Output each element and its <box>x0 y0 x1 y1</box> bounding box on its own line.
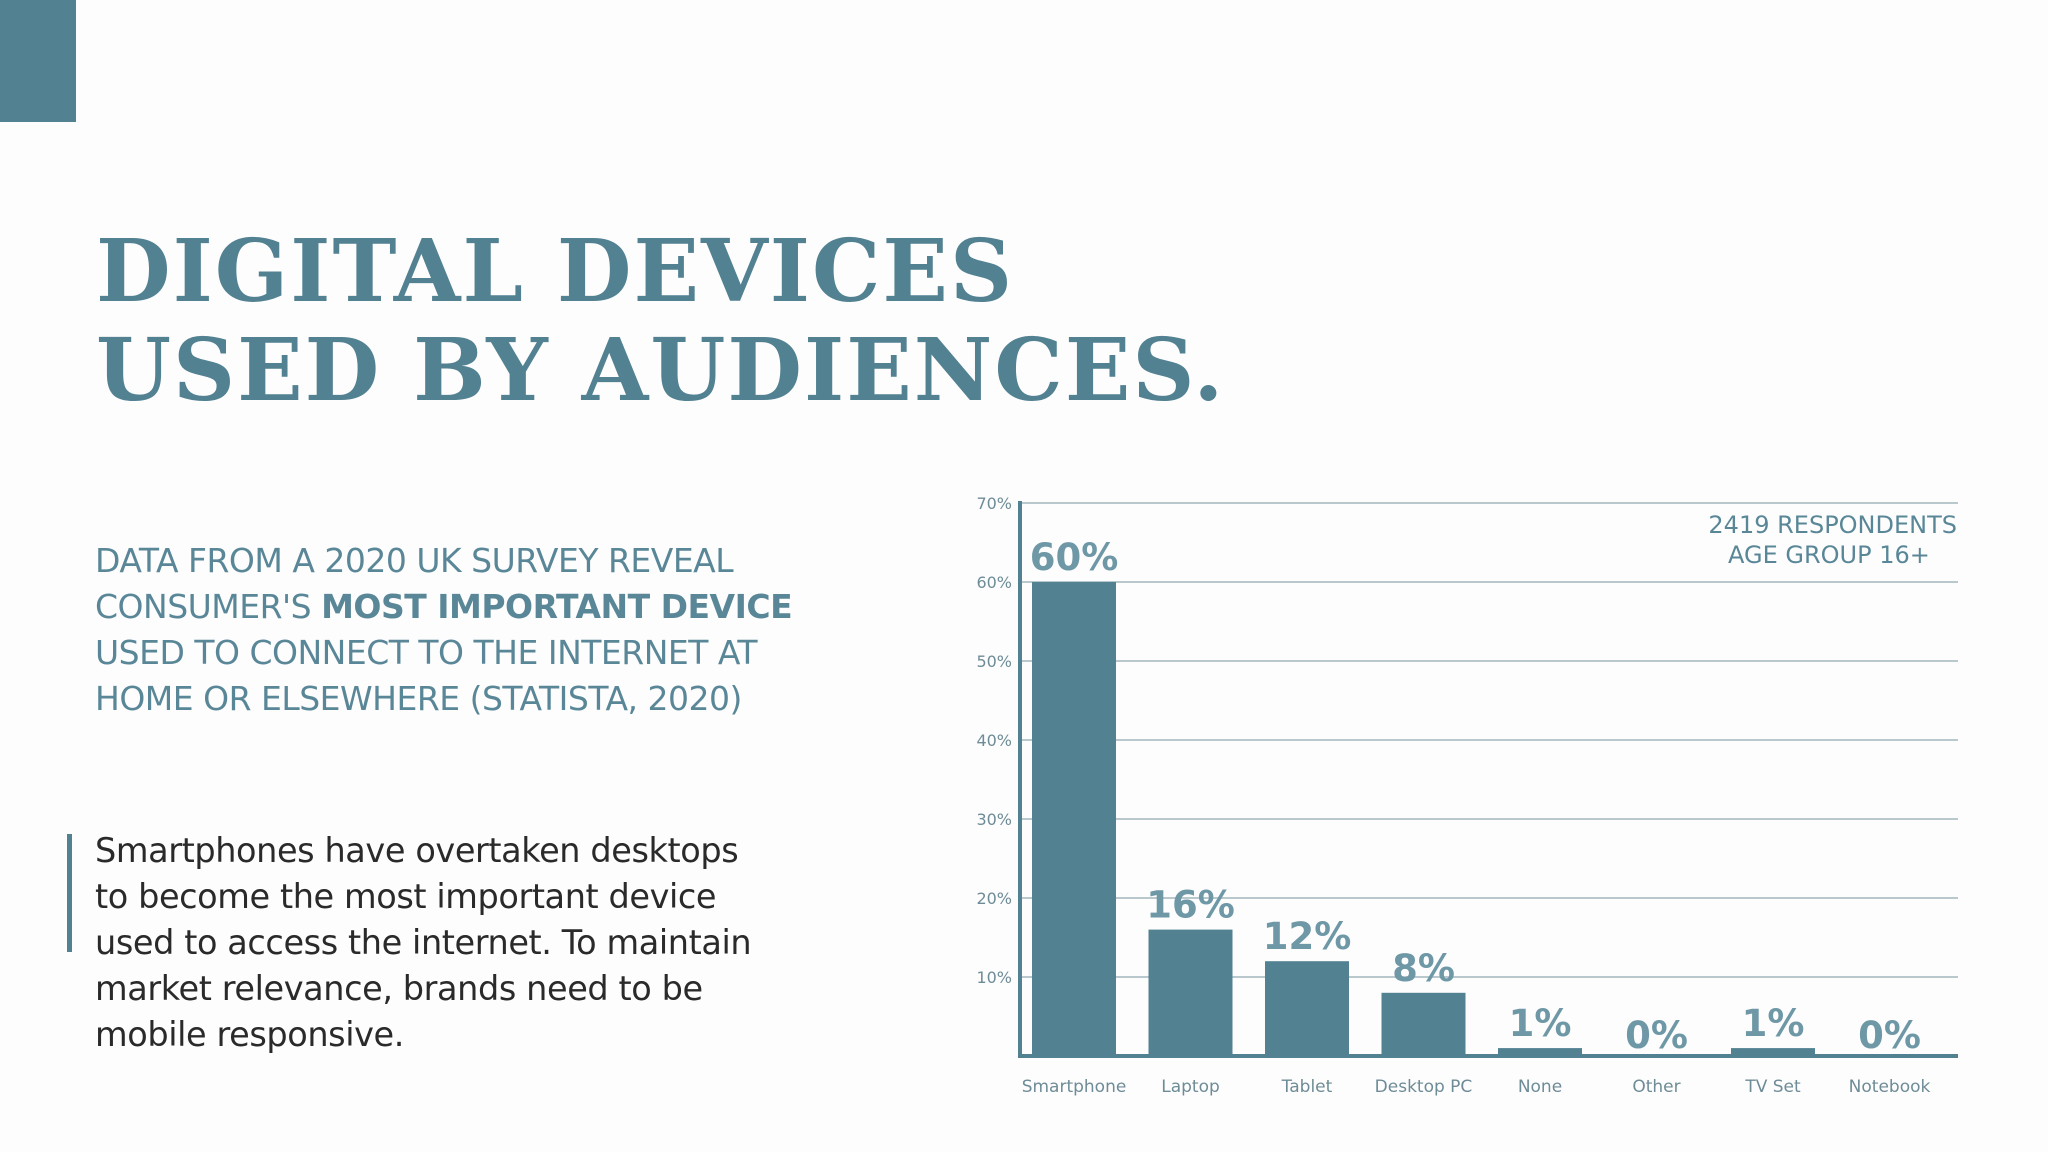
category-label: None <box>1518 1077 1562 1097</box>
y-tick-label: 50% <box>976 652 1012 671</box>
quote-text: Smartphones have overtaken desktops to b… <box>95 828 815 1058</box>
quote-line-3: used to access the internet. To maintain <box>95 923 752 962</box>
data-label: 12% <box>1263 915 1352 958</box>
y-axis-ticks: 10% 20% 30% 40% 50% 60% 70% <box>976 494 1012 987</box>
bars <box>1032 582 1815 1056</box>
quote-accent-bar <box>67 834 72 952</box>
category-label: Desktop PC <box>1375 1077 1473 1097</box>
bar-smartphone <box>1032 582 1116 1056</box>
title-line-2: USED BY AUDIENCES. <box>96 320 1226 421</box>
bar-laptop <box>1148 929 1233 1056</box>
category-label: Other <box>1632 1077 1680 1097</box>
quote-line-1: Smartphones have overtaken desktops <box>95 831 739 870</box>
grid-lines <box>1020 502 1958 978</box>
corner-accent-block <box>0 0 76 122</box>
survey-description: DATA FROM A 2020 UK SURVEY REVEAL CONSUM… <box>95 538 815 722</box>
bar-tablet <box>1265 961 1349 1056</box>
data-label: 1% <box>1742 1002 1805 1045</box>
category-label: Smartphone <box>1022 1077 1127 1097</box>
subtitle-line-3: USED TO CONNECT TO THE INTERNET AT <box>95 633 758 672</box>
y-tick-label: 10% <box>976 968 1012 987</box>
data-label: 60% <box>1030 536 1119 579</box>
category-label: Notebook <box>1849 1077 1931 1097</box>
subtitle-line-1: DATA FROM A 2020 UK SURVEY REVEAL <box>95 541 734 580</box>
page-title: DIGITAL DEVICES USED BY AUDIENCES. <box>96 222 1225 420</box>
y-tick-label: 40% <box>976 731 1012 750</box>
title-line-1: DIGITAL DEVICES <box>96 221 1015 322</box>
subtitle-line-2-plain: CONSUMER'S <box>95 587 322 626</box>
y-tick-label: 70% <box>976 494 1012 513</box>
data-label: 0% <box>1625 1014 1688 1057</box>
quote-line-2: to become the most important device <box>95 877 717 916</box>
data-label: 1% <box>1509 1002 1572 1045</box>
bar-none <box>1498 1048 1582 1056</box>
y-tick-label: 30% <box>976 810 1012 829</box>
subtitle-line-2: CONSUMER'S MOST IMPORTANT DEVICE <box>95 584 815 630</box>
x-axis-categories: Smartphone Laptop Tablet Desktop PC None Othe… <box>1022 1077 1931 1097</box>
data-labels: 60% 16% 12% 8% 1% 0% 1% 0% <box>1030 536 1921 1057</box>
data-label: 0% <box>1858 1014 1921 1057</box>
age-group-annotation: AGE GROUP 16+ <box>1728 541 1930 569</box>
bar-desktop-pc <box>1381 992 1466 1056</box>
data-label: 8% <box>1392 947 1455 990</box>
y-tick-label: 60% <box>976 573 1012 592</box>
respondents-annotation: 2419 RESPONDENTS <box>1708 511 1957 539</box>
quote-line-4: market relevance, brands need to be <box>95 969 703 1008</box>
device-bar-chart: 10% 20% 30% 40% 50% 60% 70% 60% 16% 12% 8% 1% 0% 1% 0… <box>976 494 1958 1097</box>
category-label: TV Set <box>1744 1077 1801 1097</box>
data-label: 16% <box>1146 884 1235 927</box>
category-label: Tablet <box>1281 1077 1333 1097</box>
category-label: Laptop <box>1161 1077 1220 1097</box>
bar-tv-set <box>1731 1048 1815 1056</box>
y-tick-label: 20% <box>976 889 1012 908</box>
subtitle-emphasis: MOST IMPORTANT DEVICE <box>321 587 793 626</box>
quote-line-5: mobile responsive. <box>95 1015 405 1054</box>
subtitle-line-4: HOME OR ELSEWHERE (STATISTA, 2020) <box>95 679 742 718</box>
